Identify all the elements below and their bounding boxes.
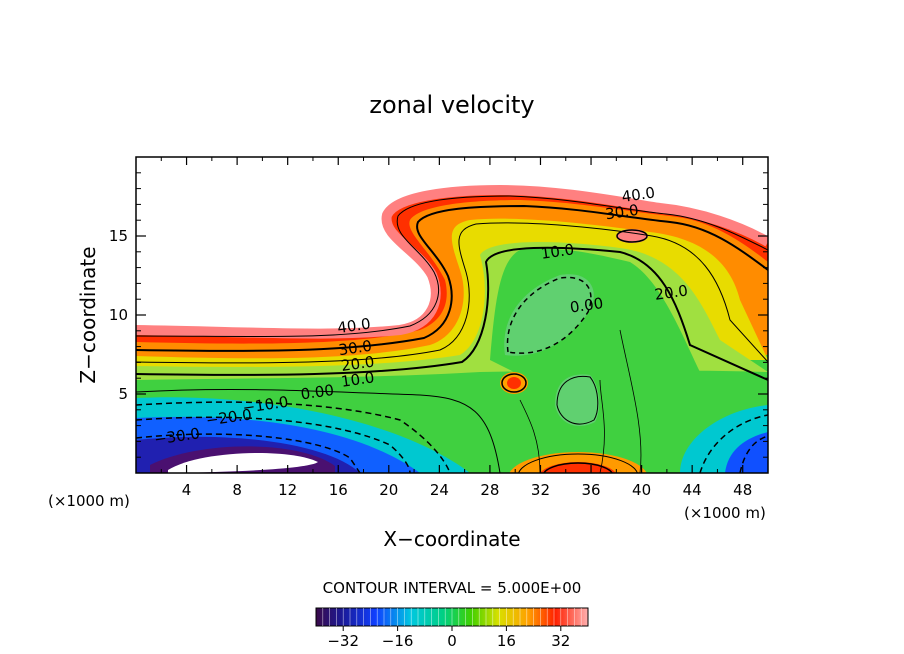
y-axis-label: Z−coordinate (76, 246, 100, 383)
contour-line-vortex (501, 373, 527, 393)
y-axis-ticks: 5 10 15 (109, 172, 768, 458)
contour-label: 20.0 (653, 281, 689, 303)
contour-label: 0.00 (569, 294, 605, 316)
contour-line-right-neg2 (739, 435, 768, 473)
colorbar-segments (322, 608, 582, 626)
x-tick-label: 4 (182, 481, 192, 499)
x-tick-label: 44 (683, 481, 702, 499)
field-vortex-inner (507, 377, 521, 389)
contour-line-10 (136, 246, 768, 381)
x-tick-label: 8 (232, 481, 242, 499)
contour-line-40 (136, 195, 768, 338)
contour-interval-text: CONTOUR INTERVAL = 5.000E+00 (323, 579, 582, 597)
contour-line-0 (136, 388, 501, 473)
contour-field: 40.030.020.010.00.00−10.0−20.0−30.040.03… (136, 157, 768, 473)
field-pink-edge (136, 184, 768, 339)
y-tick-label: 5 (118, 385, 128, 403)
x-tick-label: 28 (480, 481, 499, 499)
contour-label: 10.0 (540, 240, 576, 262)
x-unit-left: (×1000 m) (48, 492, 130, 510)
field-hotspot-orange (509, 452, 647, 473)
x-tick-label: 12 (278, 481, 297, 499)
contour-label: 20.0 (340, 353, 376, 375)
contour-line-left-pocket (506, 276, 592, 354)
x-tick-label: 16 (329, 481, 348, 499)
colorbar-tick-label: 0 (447, 632, 457, 650)
x-tick-label: 36 (581, 481, 600, 499)
contour-line-neg10 (136, 401, 451, 473)
contour-line-upper-spot (616, 229, 648, 243)
field-white-hole (168, 452, 318, 473)
contour-label: 40.0 (336, 315, 372, 337)
field-upper-pink (616, 229, 648, 243)
contour-line-thin-mid (519, 329, 642, 473)
colorbar-tick-label: −32 (327, 632, 359, 650)
x-axis-ticks: 4 8 12 16 20 24 28 32 36 40 44 48 (160, 157, 752, 499)
contour-label: 30.0 (604, 201, 640, 223)
colorbar-ticks: −32 −16 0 16 32 (327, 626, 570, 650)
field-right-blue (725, 432, 768, 473)
y-tick-label: 10 (109, 306, 128, 324)
contour-labels: 40.030.020.010.00.00−10.0−20.0−30.040.03… (153, 183, 689, 448)
contour-line-hotspot-inner (543, 462, 613, 473)
contour-lines (136, 195, 768, 473)
x-tick-label: 40 (632, 481, 651, 499)
x-tick-label: 20 (379, 481, 398, 499)
x-unit-right: (×1000 m) (684, 504, 766, 522)
y-tick-label: 15 (109, 227, 128, 245)
contour-line-mid-pocket (556, 375, 599, 425)
x-tick-label: 48 (733, 481, 752, 499)
field-pocket-left (504, 274, 594, 356)
contour-label: 40.0 (621, 183, 657, 205)
contour-line-30 (136, 204, 768, 352)
contour-label: 10.0 (340, 368, 376, 390)
x-tick-label: 32 (531, 481, 550, 499)
colorbar-tick-label: 32 (551, 632, 570, 650)
colorbar-tick-label: −16 (382, 632, 414, 650)
contour-line-20 (136, 222, 768, 364)
contour-label: 0.00 (300, 381, 336, 403)
contour-line-neg20 (136, 416, 411, 473)
colorbar-tick-label: 16 (497, 632, 516, 650)
contour-line-hotspot-outer (518, 453, 638, 473)
contour-label: 30.0 (337, 337, 373, 359)
chart-title: zonal velocity (369, 91, 534, 119)
field-pocket-mid (555, 374, 600, 426)
x-tick-label: 24 (430, 481, 449, 499)
x-axis-label: X−coordinate (383, 527, 520, 551)
contour-line-right-neg (699, 414, 768, 473)
